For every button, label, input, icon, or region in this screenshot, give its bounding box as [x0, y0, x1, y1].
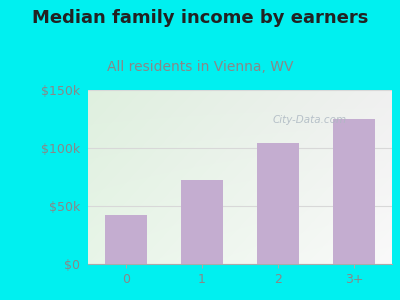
Bar	[257, 143, 299, 264]
Bar	[181, 181, 223, 264]
Bar	[333, 119, 375, 264]
Bar	[105, 215, 147, 264]
Text: All residents in Vienna, WV: All residents in Vienna, WV	[107, 60, 293, 74]
Text: City-Data.com: City-Data.com	[273, 115, 347, 124]
Text: Median family income by earners: Median family income by earners	[32, 9, 368, 27]
